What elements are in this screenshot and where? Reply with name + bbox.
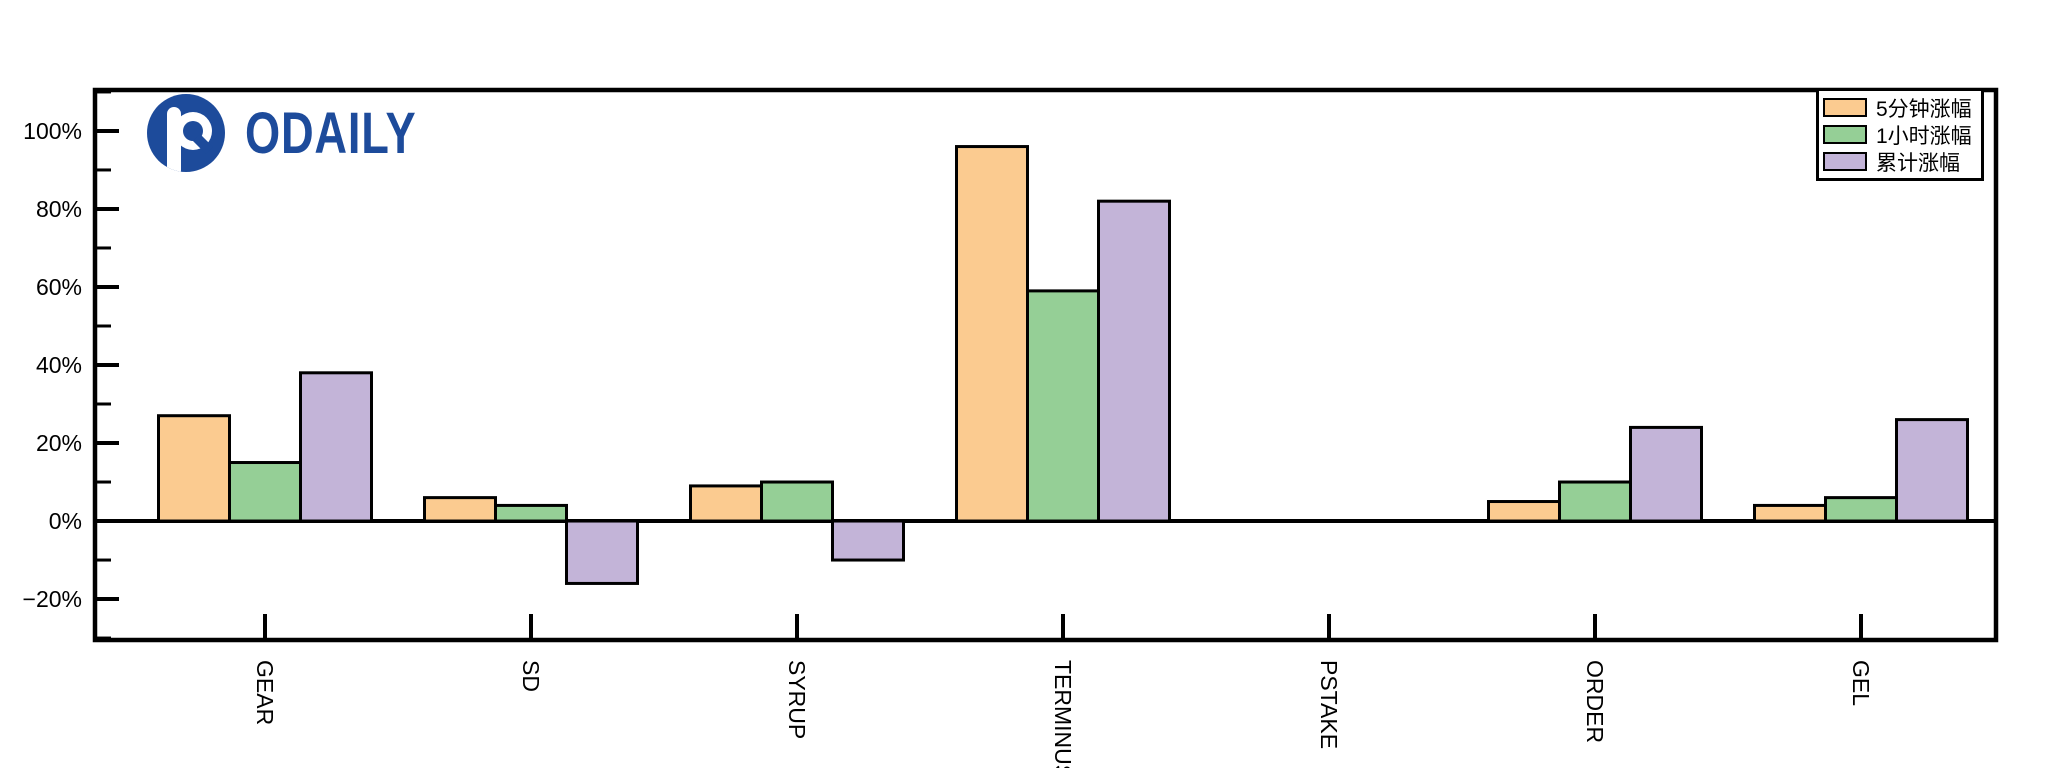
x-category-label: SD [518,660,544,692]
legend-swatch [1823,152,1867,171]
y-tick-label: 20% [36,430,82,456]
plot-frame [92,87,1999,643]
odaily-logo-text: ODAILY [245,100,417,166]
bar-ORDER [1558,480,1632,523]
legend-item: 1小时涨幅 [1823,121,1977,148]
bar-TERMINUS [1097,199,1171,523]
bar-ORDER [1629,425,1703,523]
bar-SYRUP [689,484,763,523]
y-tick-label: 0% [49,508,82,534]
y-tick-label: 60% [36,274,82,300]
legend-label: 5分钟涨幅 [1876,97,1972,121]
bar-SYRUP [831,519,905,562]
odaily-logo-icon [147,94,225,172]
x-category-label: GEL [1848,660,1874,706]
bar-GEAR [228,461,302,523]
x-category-label: PSTAKE [1316,660,1342,749]
legend-item: 累计涨幅 [1823,148,1977,175]
legend-item: 5分钟涨幅 [1823,94,1977,121]
bar-GEL [1824,496,1898,523]
bar-SD [565,519,639,585]
legend: 5分钟涨幅 1小时涨幅累计涨幅 [1816,88,1984,181]
bar-GEAR [299,371,373,523]
y-tick-label: 80% [36,196,82,222]
x-category-label: SYRUP [784,660,810,739]
legend-label: 累计涨幅 [1876,151,1960,175]
bar-GEL [1895,418,1969,523]
y-tick-label: 40% [36,352,82,378]
x-category-label: GEAR [252,660,278,725]
bar-SYRUP [760,480,834,523]
legend-swatch [1823,98,1867,117]
legend-swatch [1823,125,1867,144]
bar-SD [494,503,568,523]
odaily-logo: ODAILY [145,92,465,174]
y-tick-label: 100% [23,118,82,144]
bar-ORDER [1487,500,1561,523]
x-category-label: TERMINUS [1050,660,1076,768]
bar-TERMINUS [955,145,1029,523]
legend-label: 1小时涨幅 [1876,124,1972,148]
bar-GEAR [157,414,231,523]
bar-GEL [1753,503,1827,523]
x-category-label: ORDER [1582,660,1608,743]
bar-SD [423,496,497,523]
y-tick-label: −20% [23,586,82,612]
bar-TERMINUS [1026,289,1100,523]
